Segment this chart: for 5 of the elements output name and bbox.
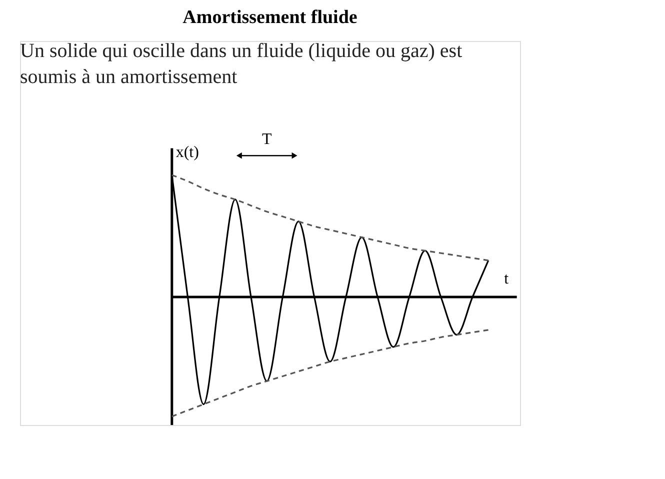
text: T <box>262 131 272 148</box>
y-axis-title: x(t) <box>176 144 199 161</box>
chart-subtitle: Un solide qui oscille dans un fluide (liquide ou gaz) est soumis à un amortissement <box>20 40 463 88</box>
x-axis-title: t <box>504 270 510 288</box>
chart-title: Amortissement fluide <box>182 7 358 28</box>
